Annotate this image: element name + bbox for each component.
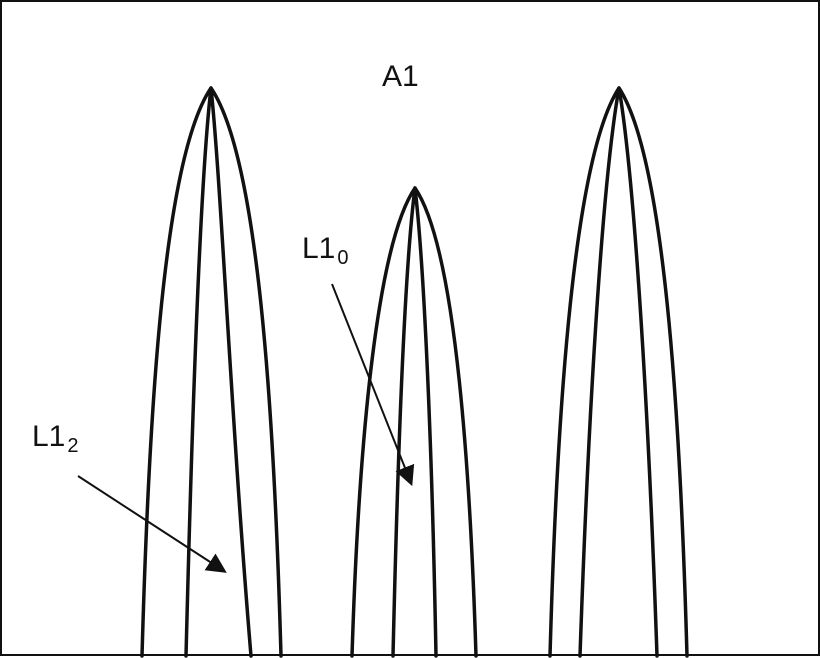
right-outer-curve [548,86,689,658]
label-l12: L1 2 [32,420,79,457]
middle-peak-group [350,186,478,658]
arrow-l12 [77,475,227,573]
right-inner-curve [578,86,659,658]
left-outer-curve [140,86,283,658]
label-l12-subscript: 2 [67,435,79,457]
label-l10-main: L1 [302,232,336,265]
label-l10: L1 0 [302,232,349,269]
arrow-l10 [331,283,415,487]
left-peak-group [140,86,283,658]
label-l12-main: L1 [32,420,66,453]
left-inner-curve [184,86,253,658]
middle-outer-curve [350,186,478,658]
label-l10-subscript: 0 [337,247,349,269]
middle-inner-curve [391,186,438,658]
right-peak-group [548,86,689,658]
figure-title: A1 [382,60,419,93]
